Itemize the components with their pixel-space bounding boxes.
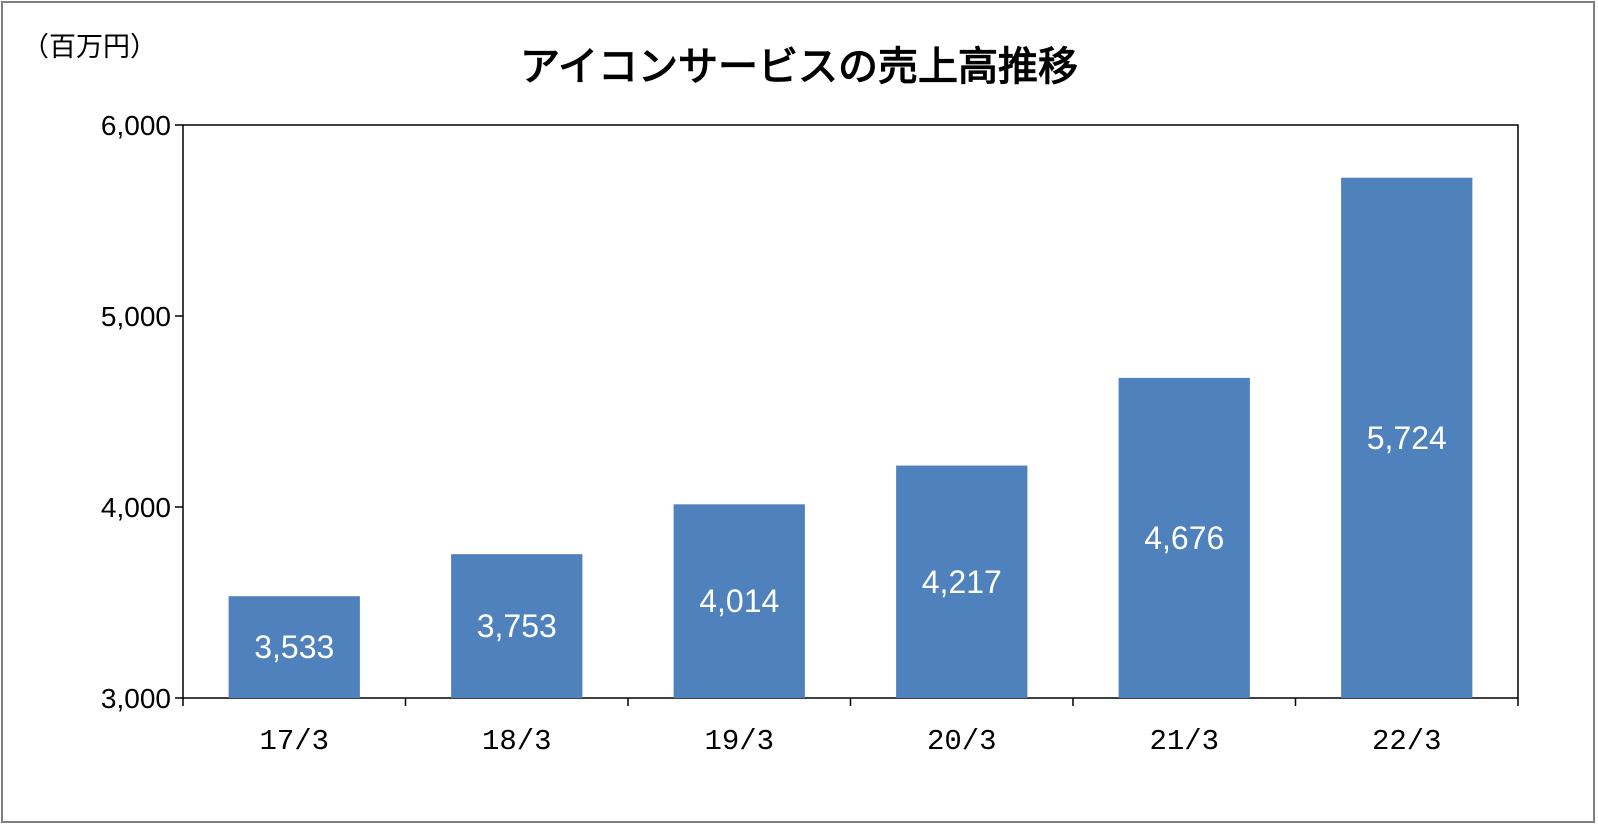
y-tick-label: 4,000: [101, 492, 171, 523]
bar-value-label: 4,676: [1144, 520, 1224, 556]
bar: [1341, 177, 1473, 698]
plot-area: 3,533 3,753 4,014 4,217 4,676 5,724 3,000 4,00…: [101, 110, 1519, 758]
bar-value-label: 5,724: [1367, 420, 1447, 456]
y-tick-label: 5,000: [101, 301, 171, 332]
chart-title: アイコンサービスの売上高推移: [520, 44, 1078, 90]
y-tick-label: 6,000: [101, 110, 171, 141]
unit-label: （百万円）: [22, 32, 157, 63]
bar: [896, 465, 1028, 698]
x-tick-label: 18/3: [482, 725, 552, 758]
x-tick-label: 20/3: [927, 725, 997, 758]
bars-layer: 3,533 3,753 4,014 4,217 4,676 5,724: [228, 177, 1473, 698]
axis-layer: 3,000 4,000 5,000 6,000 17/3 18/3 19/3 20/3 21/3…: [101, 110, 1519, 758]
bar-value-label: 3,753: [477, 608, 557, 644]
bar-value-label: 4,217: [922, 564, 1002, 600]
plot-border: [182, 124, 1519, 699]
x-tick-label: 21/3: [1149, 725, 1219, 758]
x-tick-label: 17/3: [259, 725, 329, 758]
bar-value-label: 4,014: [699, 583, 779, 619]
bar-value-label: 3,533: [254, 629, 334, 665]
bar: [673, 504, 805, 698]
x-tick-label: 22/3: [1372, 725, 1442, 758]
bar: [451, 554, 583, 698]
bar: [1118, 377, 1250, 698]
y-tick-label: 3,000: [101, 683, 171, 714]
bar: [228, 596, 360, 698]
x-tick-label: 19/3: [704, 725, 774, 758]
